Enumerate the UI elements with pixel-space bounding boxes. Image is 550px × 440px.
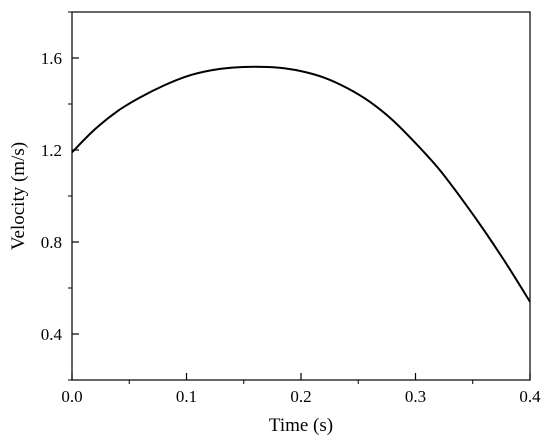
velocity-series-line [71,65,531,303]
x-tick-label: 0.3 [405,387,426,406]
x-axis-title: Time (s) [269,415,333,436]
x-tick-label: 0.4 [519,387,541,406]
y-tick-label: 0.8 [41,233,62,252]
x-tick-label: 0.2 [290,387,311,406]
x-axis-ticks: 0.0 0.1 0.2 0.3 0.4 [61,373,541,406]
plot-frame [71,11,531,381]
y-axis-title: Velocity (m/s) [8,142,29,250]
y-tick-label: 0.4 [41,325,63,344]
y-tick-label: 1.2 [41,141,62,160]
x-tick-label: 0.1 [176,387,197,406]
y-axis-ticks: 0.4 0.8 1.2 1.6 [41,11,79,381]
y-tick-label: 1.6 [41,49,62,68]
x-tick-label: 0.0 [61,387,82,406]
